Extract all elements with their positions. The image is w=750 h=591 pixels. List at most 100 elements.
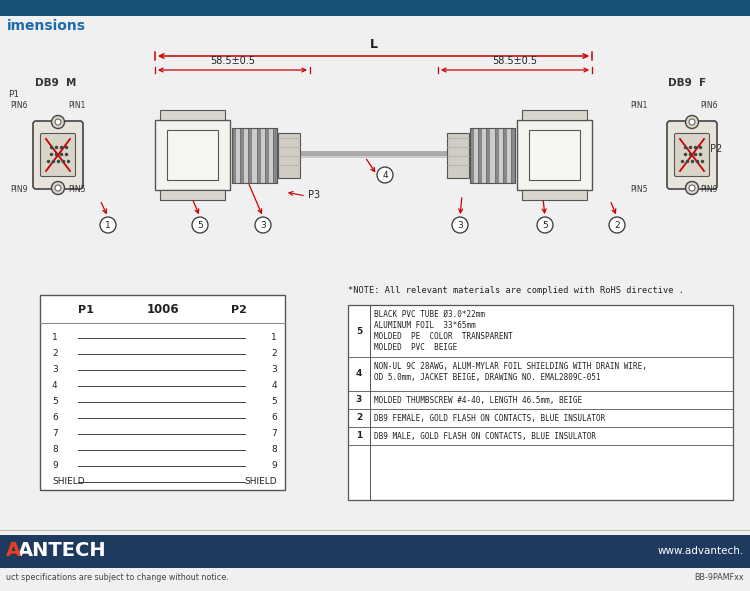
Circle shape xyxy=(255,217,271,233)
Text: uct specifications are subject to change without notice.: uct specifications are subject to change… xyxy=(6,573,229,583)
Bar xyxy=(522,190,587,200)
Text: 2: 2 xyxy=(52,349,58,359)
Text: 3: 3 xyxy=(260,220,266,229)
Text: SHIELD: SHIELD xyxy=(52,478,85,486)
Bar xyxy=(167,130,218,180)
Text: BB-9PAMFxx: BB-9PAMFxx xyxy=(694,573,744,583)
Circle shape xyxy=(377,167,393,183)
Bar xyxy=(256,128,261,183)
Text: 4: 4 xyxy=(52,382,58,391)
Text: ALUMINUM FOIL  33*65mm: ALUMINUM FOIL 33*65mm xyxy=(374,321,476,330)
Text: OD 5.0mm, JACKET BEIGE, DRAWING NO. EMAL2809C-051: OD 5.0mm, JACKET BEIGE, DRAWING NO. EMAL… xyxy=(374,373,601,382)
Text: 5: 5 xyxy=(52,398,58,407)
Bar xyxy=(240,128,244,183)
Bar xyxy=(0,535,750,568)
Text: PIN5: PIN5 xyxy=(68,185,86,194)
Circle shape xyxy=(55,119,61,125)
Text: P1: P1 xyxy=(8,90,20,99)
Text: P2: P2 xyxy=(231,305,247,315)
Text: 58.5±0.5: 58.5±0.5 xyxy=(210,56,255,66)
Bar xyxy=(0,568,750,591)
FancyBboxPatch shape xyxy=(674,134,710,177)
Text: 3: 3 xyxy=(272,365,277,375)
Text: *NOTE: All relevant materials are complied with RoHS directive .: *NOTE: All relevant materials are compli… xyxy=(348,286,684,295)
Circle shape xyxy=(686,115,698,128)
Bar xyxy=(478,128,482,183)
Text: 6: 6 xyxy=(52,414,58,423)
Text: SHIELD: SHIELD xyxy=(244,478,277,486)
Circle shape xyxy=(689,119,695,125)
Text: PIN5: PIN5 xyxy=(631,185,648,194)
Text: 1: 1 xyxy=(272,333,277,343)
Text: PIN6: PIN6 xyxy=(700,101,718,110)
Text: 58.5±0.5: 58.5±0.5 xyxy=(493,56,538,66)
Bar xyxy=(499,128,502,183)
Circle shape xyxy=(537,217,553,233)
Bar xyxy=(253,128,257,183)
Text: P2: P2 xyxy=(710,144,722,154)
Text: DB9 FEMALE, GOLD FLASH ON CONTACTS, BLUE INSULATOR: DB9 FEMALE, GOLD FLASH ON CONTACTS, BLUE… xyxy=(374,414,605,423)
Circle shape xyxy=(52,115,64,128)
Text: 9: 9 xyxy=(52,462,58,470)
Text: 1: 1 xyxy=(52,333,58,343)
Text: 5: 5 xyxy=(356,326,362,336)
Text: 9: 9 xyxy=(272,462,277,470)
Bar xyxy=(529,130,580,180)
Text: 1: 1 xyxy=(105,220,111,229)
Text: DB9  F: DB9 F xyxy=(668,78,706,88)
Bar xyxy=(470,128,515,183)
Circle shape xyxy=(609,217,625,233)
Bar xyxy=(490,128,494,183)
Text: 4: 4 xyxy=(272,382,277,391)
Text: imensions: imensions xyxy=(7,19,86,33)
Text: 8: 8 xyxy=(272,446,277,454)
Bar xyxy=(494,128,499,183)
Circle shape xyxy=(689,185,695,191)
Text: 5: 5 xyxy=(197,220,202,229)
Bar xyxy=(522,110,587,120)
Bar xyxy=(265,128,268,183)
Text: 4: 4 xyxy=(356,369,362,378)
Text: MOLDED  PE  COLOR  TRANSPARENT: MOLDED PE COLOR TRANSPARENT xyxy=(374,332,513,341)
FancyBboxPatch shape xyxy=(667,121,717,189)
Text: 3: 3 xyxy=(457,220,463,229)
Text: P1: P1 xyxy=(78,305,94,315)
Text: 5: 5 xyxy=(272,398,277,407)
Bar xyxy=(160,190,225,200)
Text: 5: 5 xyxy=(542,220,548,229)
Text: 2: 2 xyxy=(614,220,620,229)
Bar xyxy=(348,305,733,500)
Bar xyxy=(232,128,236,183)
Text: MOLDED THUMBSCREW #4-40, LENGTH 46.5mm, BEIGE: MOLDED THUMBSCREW #4-40, LENGTH 46.5mm, … xyxy=(374,396,582,405)
Text: 4: 4 xyxy=(382,170,388,180)
Text: MOLDED  PVC  BEIGE: MOLDED PVC BEIGE xyxy=(374,343,458,352)
Circle shape xyxy=(55,185,61,191)
Bar xyxy=(511,128,515,183)
Bar xyxy=(470,128,474,183)
Bar xyxy=(244,128,248,183)
Text: 3: 3 xyxy=(52,365,58,375)
Bar xyxy=(273,128,277,183)
Text: 2: 2 xyxy=(272,349,277,359)
Bar xyxy=(507,128,511,183)
Bar xyxy=(482,128,486,183)
Text: 6: 6 xyxy=(272,414,277,423)
Text: PIN6: PIN6 xyxy=(10,101,28,110)
Bar xyxy=(268,128,273,183)
Text: BLACK PVC TUBE Ø3.0*22mm: BLACK PVC TUBE Ø3.0*22mm xyxy=(374,310,485,319)
Text: PIN9: PIN9 xyxy=(10,185,28,194)
Bar xyxy=(160,110,225,120)
Text: 7: 7 xyxy=(272,430,277,439)
Text: 8: 8 xyxy=(52,446,58,454)
Bar xyxy=(0,16,750,535)
Bar xyxy=(278,132,300,177)
Bar xyxy=(232,128,277,183)
Text: NON-UL 9C 28AWG, ALUM-MYLAR FOIL SHIELDING WITH DRAIN WIRE,: NON-UL 9C 28AWG, ALUM-MYLAR FOIL SHIELDI… xyxy=(374,362,646,371)
Bar xyxy=(486,128,490,183)
FancyBboxPatch shape xyxy=(33,121,83,189)
Circle shape xyxy=(192,217,208,233)
Text: 2: 2 xyxy=(356,414,362,423)
Bar xyxy=(447,132,469,177)
Text: 3: 3 xyxy=(356,395,362,404)
Bar xyxy=(236,128,240,183)
